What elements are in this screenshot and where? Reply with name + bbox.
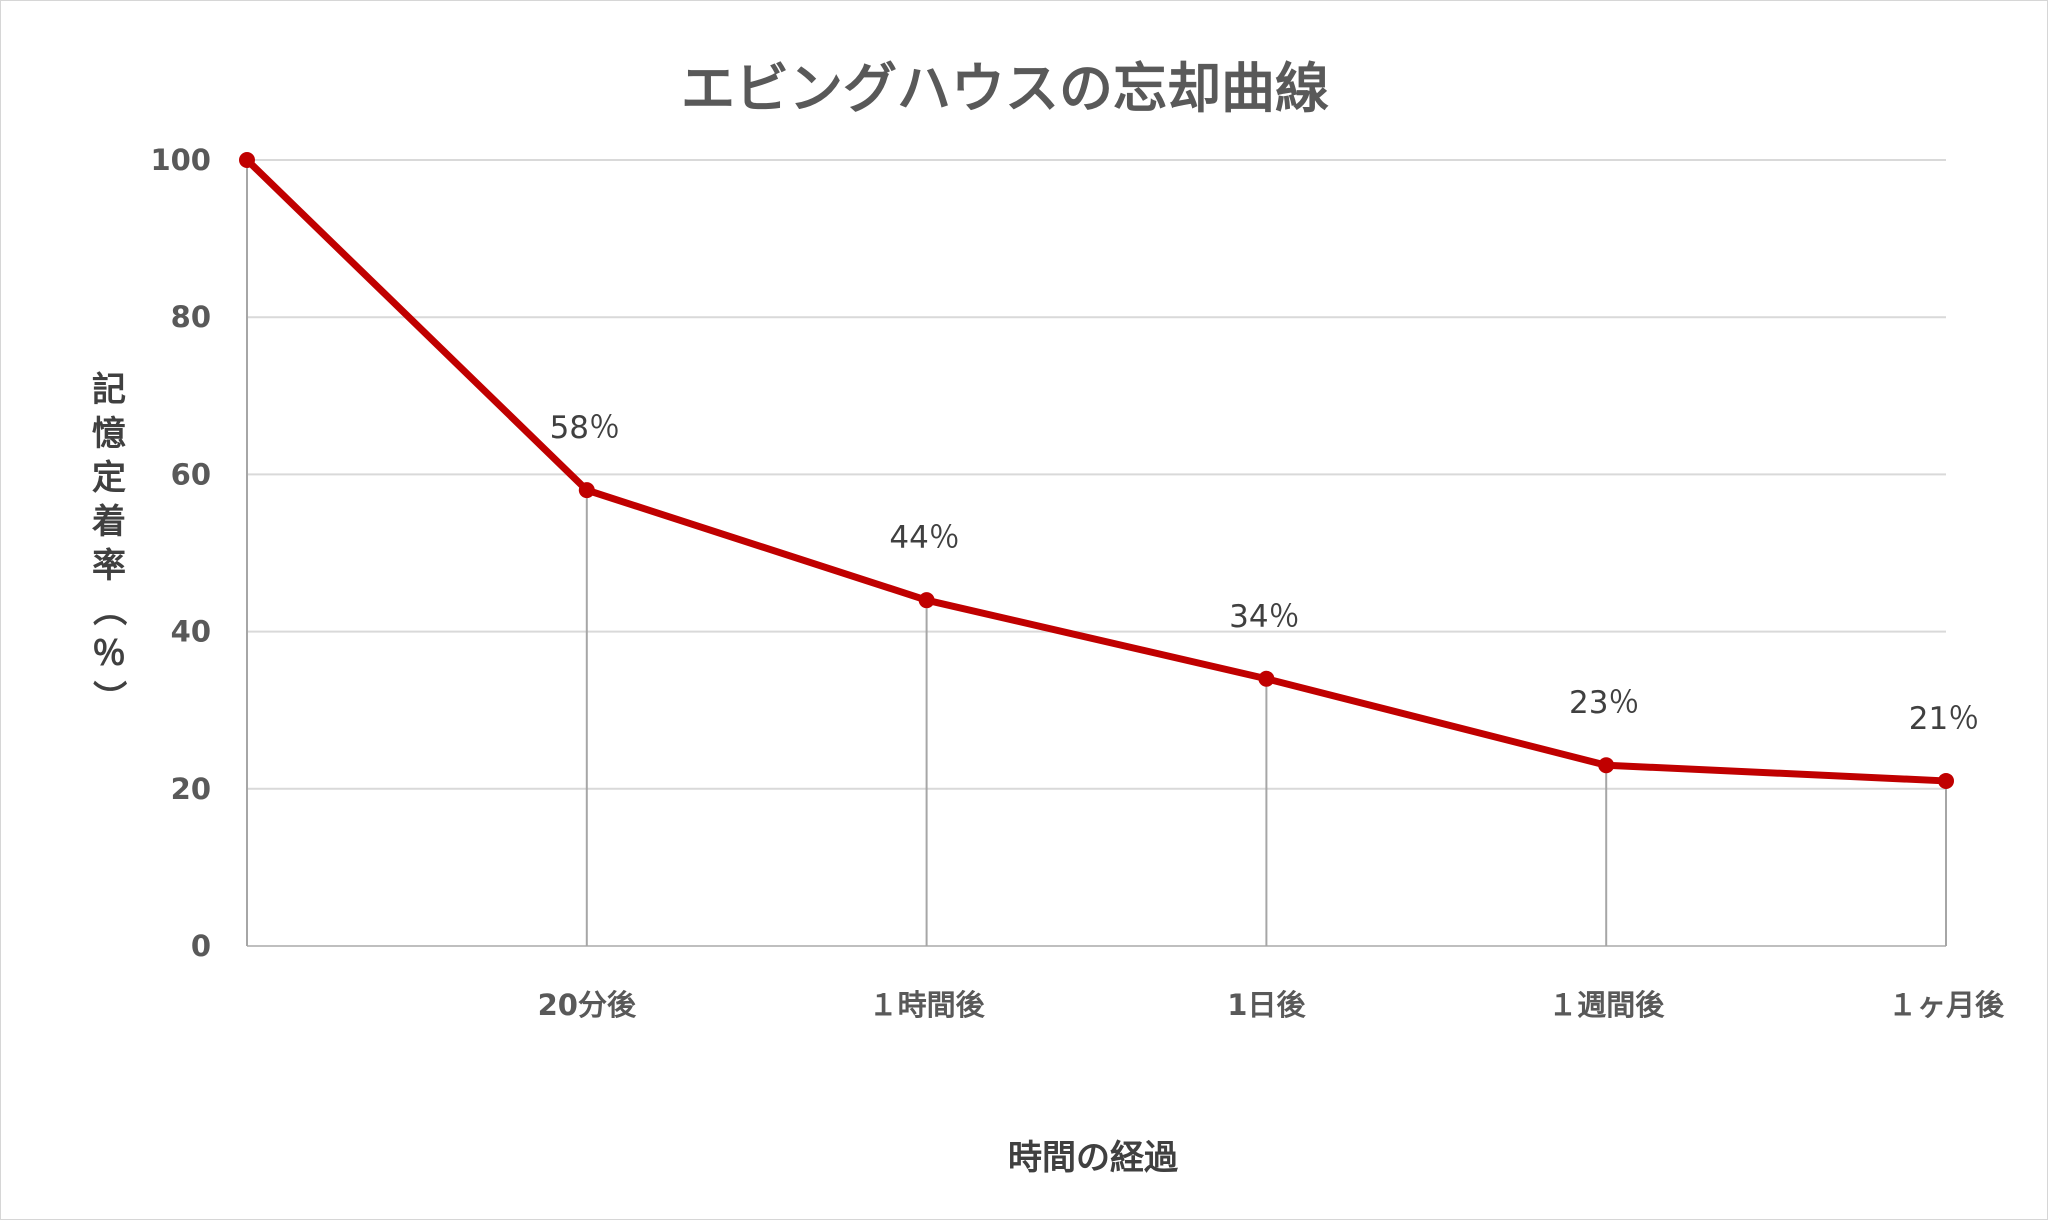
x-tick-label: １時間後 xyxy=(869,988,986,1022)
x-tick-label: １週間後 xyxy=(1548,988,1665,1022)
y-tick-label: 40 xyxy=(171,615,211,649)
x-tick-label: １ヶ月後 xyxy=(1888,988,2005,1022)
gridlines xyxy=(247,159,1946,947)
series-line xyxy=(243,156,1950,785)
data-label: 23％ xyxy=(1569,685,1639,721)
data-point xyxy=(1258,670,1275,687)
y-axis-label-char: 率 xyxy=(92,546,126,586)
data-point xyxy=(239,152,255,168)
chart-title: エビングハウスの忘却曲線 xyxy=(681,57,1329,120)
y-tick-label: 100 xyxy=(150,143,211,177)
x-axis-label: 時間の経過 xyxy=(1008,1138,1179,1178)
data-labels: 58％ 44％ 34％ 23％ 21％ xyxy=(550,410,1980,737)
y-axis-label-char: （ xyxy=(88,592,128,626)
y-axis-label-char: 着 xyxy=(91,502,126,542)
data-label: 44％ xyxy=(889,520,959,556)
x-tick-label: 1日後 xyxy=(1227,988,1306,1022)
data-label: 34％ xyxy=(1229,599,1299,635)
data-label: 21％ xyxy=(1909,701,1979,737)
y-axis-label-char: 記 xyxy=(92,370,126,410)
y-axis-label-char: ） xyxy=(88,680,128,714)
y-axis-label-char: 定 xyxy=(92,458,126,498)
data-label: 58％ xyxy=(550,410,620,446)
y-tick-label: 0 xyxy=(191,929,211,963)
data-points xyxy=(239,152,1954,789)
data-point xyxy=(578,482,595,499)
y-axis-label-char: ％ xyxy=(92,634,126,674)
series-line-path xyxy=(243,156,1950,785)
drop-lines xyxy=(246,160,1947,946)
data-point xyxy=(918,592,935,609)
y-tick-label: 80 xyxy=(171,300,211,334)
y-tick-label: 60 xyxy=(171,457,211,491)
data-point xyxy=(1598,757,1615,774)
y-axis-label-char: 憶 xyxy=(92,414,126,454)
y-tick-labels: 0 20 40 60 80 100 xyxy=(150,143,211,963)
x-tick-label: 20分後 xyxy=(538,988,637,1022)
data-point xyxy=(1938,772,1954,789)
y-tick-label: 20 xyxy=(171,772,211,806)
x-tick-labels: 20分後 １時間後 1日後 １週間後 １ヶ月後 xyxy=(538,988,2005,1022)
